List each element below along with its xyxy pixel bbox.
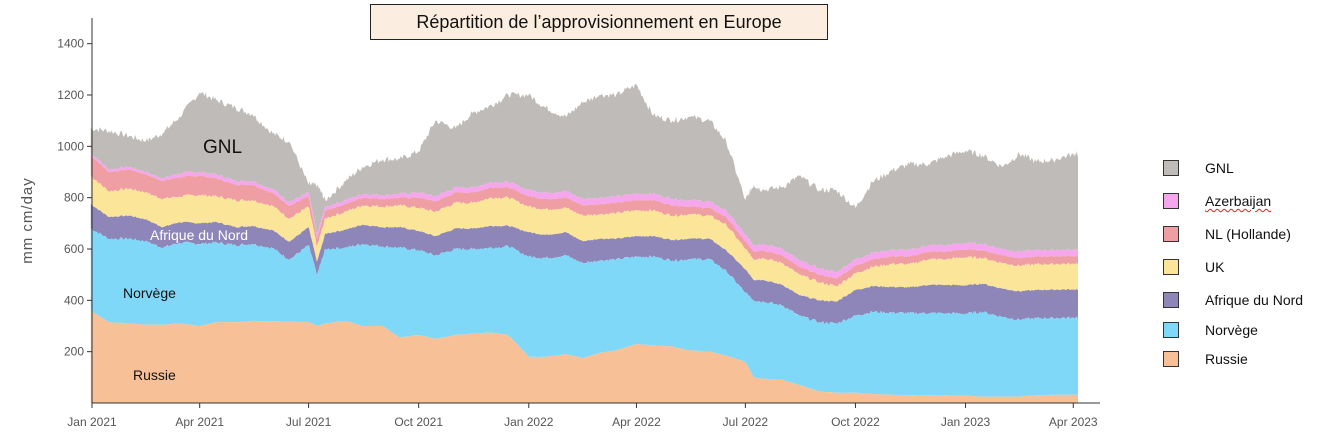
legend-item-russie: Russie — [1163, 351, 1248, 367]
x-tick-label: Apr 2023 — [1049, 415, 1098, 429]
legend-label-russie: Russie — [1205, 351, 1248, 367]
legend-item-uk: UK — [1163, 259, 1224, 275]
area-series-group — [90, 83, 1079, 403]
x-tick-label: Jan 2022 — [504, 415, 554, 429]
y-axis-label: mm cm/day — [19, 177, 36, 264]
area-russie — [90, 310, 1079, 403]
y-tick-label: 200 — [64, 345, 84, 359]
legend-label-nl-hollande: NL (Hollande) — [1205, 226, 1291, 242]
x-tick-label: Jan 2021 — [67, 415, 117, 429]
y-tick-label: 800 — [64, 191, 84, 205]
annotation-russie: Russie — [133, 367, 176, 383]
legend-swatch-uk — [1163, 259, 1179, 275]
x-tick-label: Jul 2022 — [723, 415, 769, 429]
legend-item-nl-hollande: NL (Hollande) — [1163, 226, 1291, 242]
y-tick-label: 1400 — [57, 37, 84, 51]
annotation-gnl: GNL — [203, 137, 242, 158]
x-tick-label: Apr 2022 — [612, 415, 661, 429]
y-tick-label: 400 — [64, 293, 84, 307]
legend-item-gnl: GNL — [1163, 160, 1234, 176]
legend-item-afrique-du-nord: Afrique du Nord — [1163, 292, 1303, 308]
legend-swatch-norv-ge — [1163, 322, 1179, 338]
y-tick-label: 1000 — [57, 139, 84, 153]
legend-label-uk: UK — [1205, 259, 1225, 275]
legend-label-norv-ge: Norvège — [1205, 322, 1258, 338]
legend-item-azerbaijan: Azerbaijan — [1163, 193, 1271, 209]
x-tick-label: Oct 2021 — [394, 415, 443, 429]
x-tick-label: Apr 2021 — [175, 415, 224, 429]
legend-item-norv-ge: Norvège — [1163, 322, 1258, 338]
legend-swatch-nl-hollande — [1163, 226, 1179, 242]
area-uk — [90, 175, 1079, 302]
legend-swatch-gnl — [1163, 160, 1179, 176]
y-tick-label: 1200 — [57, 88, 84, 102]
legend-swatch-afrique-du-nord — [1163, 292, 1179, 308]
legend-label-afrique-du-nord: Afrique du Nord — [1205, 292, 1304, 308]
x-tick-label: Jan 2023 — [941, 415, 991, 429]
chart-title: Répartition de l’approvisionnement en Eu… — [370, 4, 828, 40]
legend-swatch-azerbaijan — [1163, 193, 1179, 209]
x-tick-label: Oct 2022 — [831, 415, 880, 429]
legend-swatch-russie — [1163, 351, 1179, 367]
annotation-afrique-du-nord: Afrique du Nord — [150, 227, 248, 243]
legend-label-gnl: GNL — [1205, 160, 1234, 176]
area-afrique-du-nord — [90, 204, 1079, 324]
annotation-norvege: Norvège — [123, 285, 176, 301]
legend-label-azerbaijan: Azerbaijan — [1205, 193, 1272, 209]
area-norv-ge — [90, 228, 1079, 397]
y-tick-label: 600 — [64, 242, 84, 256]
area-gnl — [90, 83, 1079, 273]
x-tick-label: Jul 2021 — [286, 415, 332, 429]
